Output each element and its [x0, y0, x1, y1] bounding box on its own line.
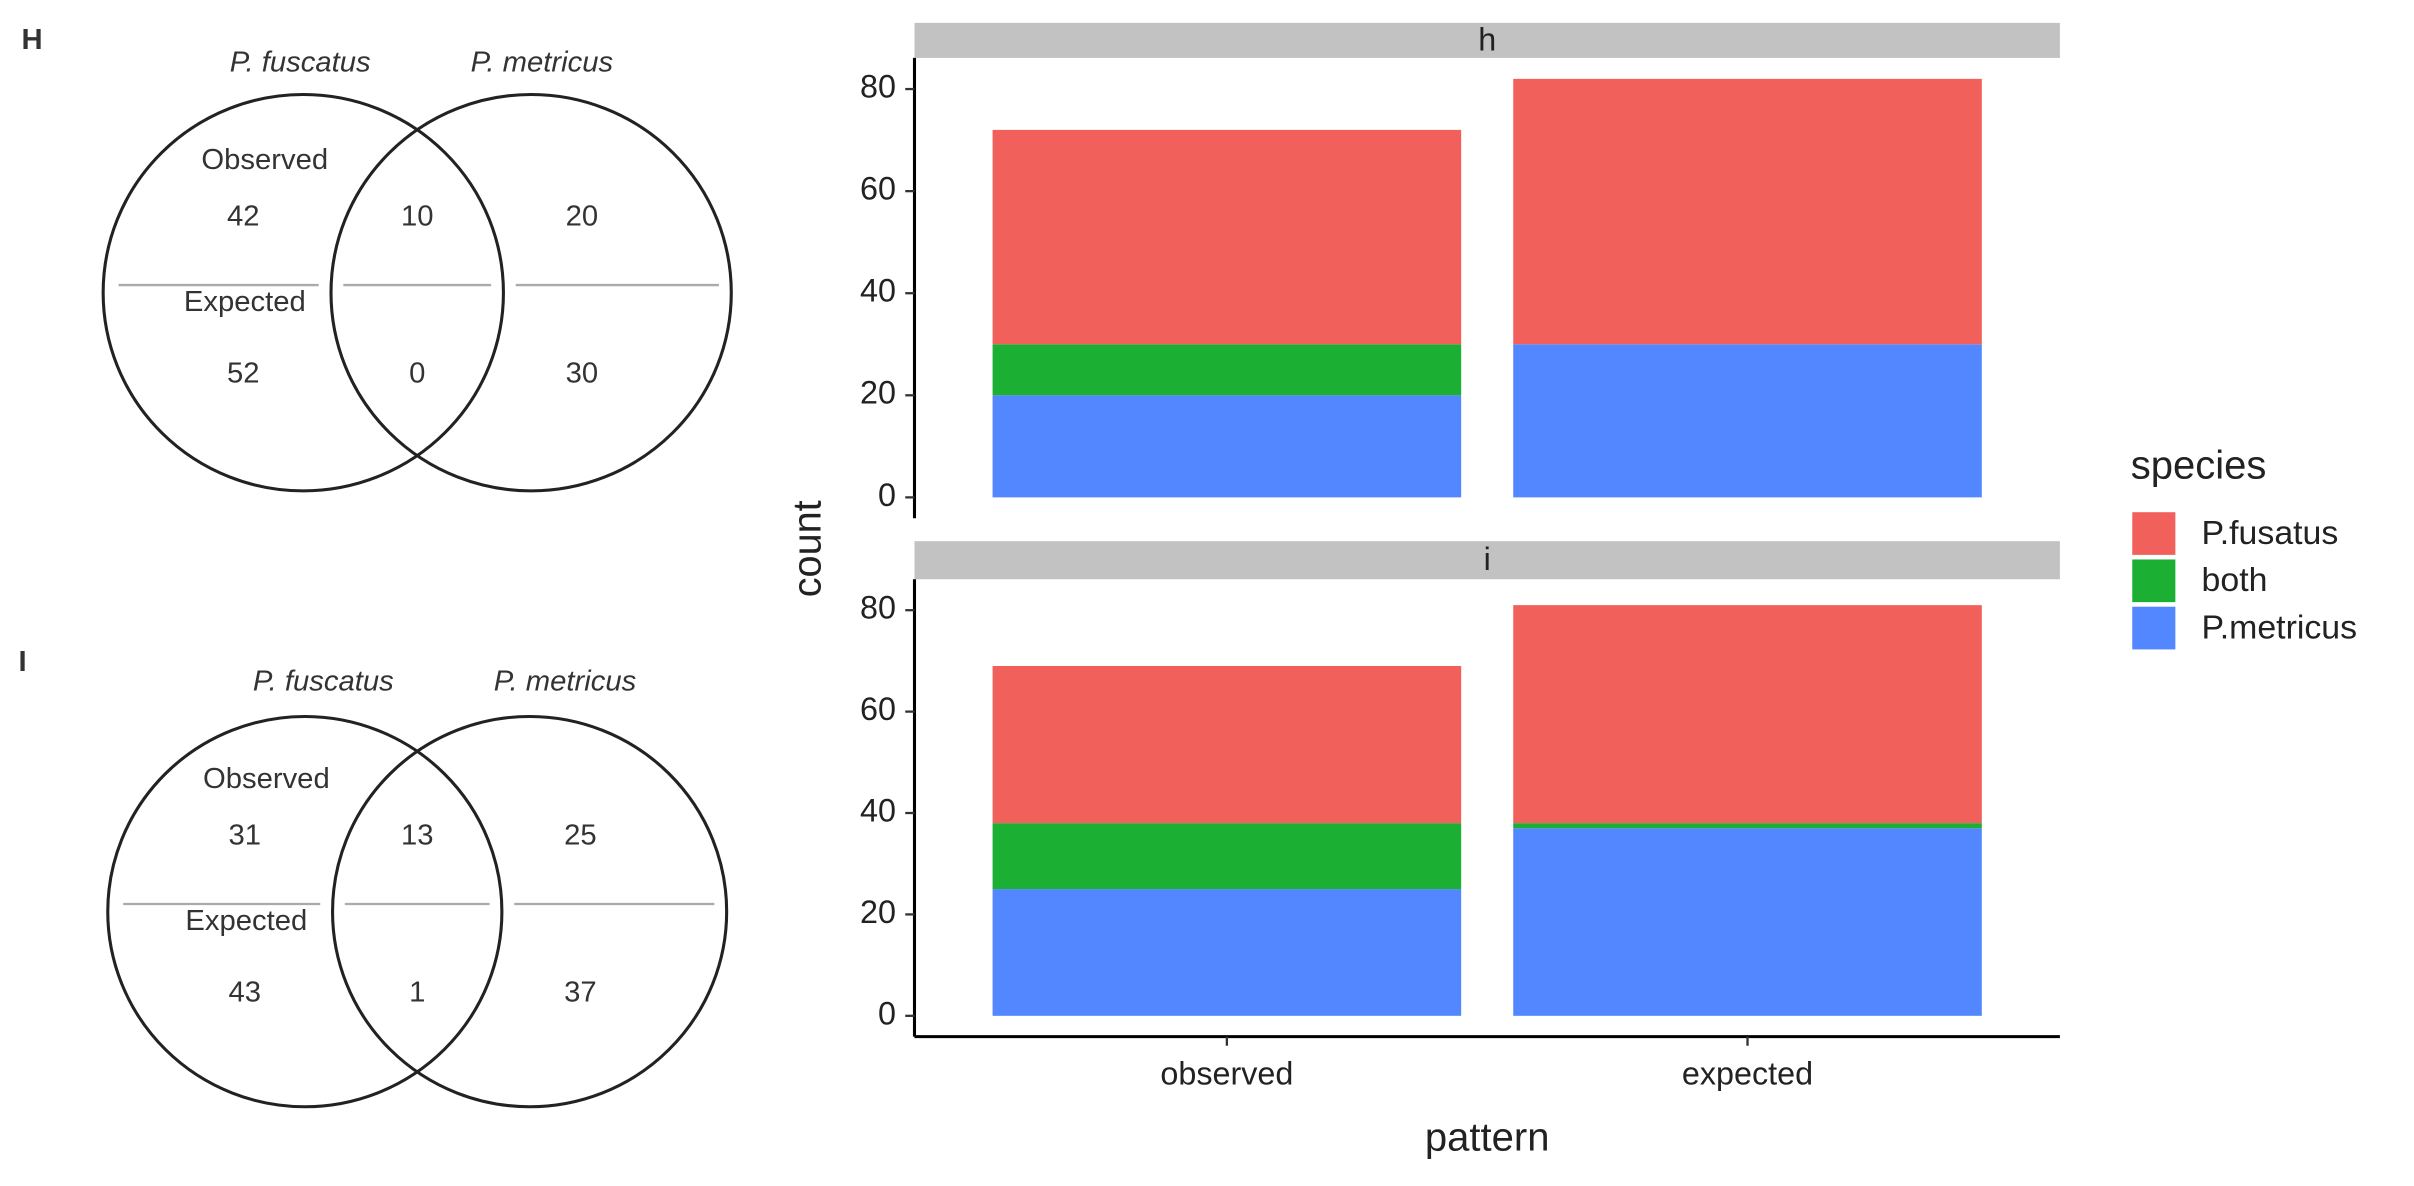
- facet-strip: [914, 541, 2060, 580]
- set-label: P. metricus: [471, 47, 613, 79]
- legend-key: [2132, 606, 2176, 650]
- bar-segment: [1513, 344, 1982, 498]
- y-tick-label: 20: [860, 375, 896, 411]
- y-tick-label: 60: [860, 691, 896, 727]
- set-label: P. fuscatus: [230, 47, 371, 79]
- y-tick-label: 40: [860, 793, 896, 829]
- bar-segment: [992, 665, 1462, 824]
- venn-count: 25: [564, 820, 597, 852]
- x-tick-label: observed: [1160, 1056, 1293, 1092]
- bar-segment: [992, 823, 1462, 890]
- venn-count: 30: [566, 358, 599, 390]
- venn-diagram: H P. fuscatus P. metricus Observed Expected 4…: [22, 24, 733, 493]
- venn-count: 43: [229, 977, 262, 1009]
- legend-key: [2132, 512, 2176, 555]
- y-tick-label: 0: [878, 995, 896, 1031]
- venn-circle: [329, 92, 733, 493]
- y-tick-label: 40: [860, 273, 896, 309]
- venn-count: 13: [401, 820, 434, 852]
- venn-diagram: I P. fuscatus P. metricus Observed Expected 3…: [18, 646, 729, 1109]
- venn-circle: [331, 714, 729, 1109]
- venn-count: 1: [409, 977, 425, 1009]
- legend-title: species: [2131, 444, 2267, 488]
- legend-label: P.metricus: [2202, 609, 2358, 647]
- panel-label: H: [22, 24, 43, 56]
- bar-segment: [1513, 828, 1982, 1016]
- x-tick-label: expected: [1682, 1056, 1813, 1092]
- bar-segment: [1513, 823, 1982, 829]
- legend-key: [2132, 559, 2176, 603]
- row-label: Expected: [184, 286, 306, 318]
- row-label: Expected: [185, 905, 307, 937]
- venn-count: 42: [227, 201, 260, 233]
- bar-segment: [992, 889, 1462, 1016]
- y-tick-label: 80: [860, 69, 896, 105]
- x-axis-title: pattern: [1425, 1116, 1550, 1160]
- set-label: P. fuscatus: [253, 666, 394, 698]
- venn-count: 31: [229, 820, 262, 852]
- y-tick-label: 60: [860, 171, 896, 207]
- y-tick-label: 80: [860, 590, 896, 626]
- y-axis-title: count: [785, 500, 829, 597]
- venn-count: 20: [566, 201, 599, 233]
- set-label: P. metricus: [494, 666, 636, 698]
- facet-title: h: [1478, 22, 1496, 58]
- facet-strip: [914, 22, 2060, 58]
- row-label: Observed: [203, 763, 330, 795]
- bar-segment: [1513, 605, 1982, 824]
- facet-title: i: [1484, 541, 1491, 577]
- venn-circle: [101, 92, 505, 493]
- legend-label: both: [2202, 561, 2268, 599]
- venn-count: 52: [227, 358, 260, 390]
- bar-segment: [992, 395, 1462, 498]
- venn-circle: [106, 714, 504, 1109]
- y-tick-label: 0: [878, 477, 896, 513]
- legend-label: P.fusatus: [2202, 514, 2339, 552]
- bar-segment: [992, 129, 1462, 345]
- venn-count: 37: [564, 977, 597, 1009]
- venn-count: 0: [409, 358, 425, 390]
- y-tick-label: 20: [860, 894, 896, 930]
- bar-segment: [992, 344, 1462, 396]
- row-label: Observed: [201, 144, 328, 176]
- venn-count: 10: [401, 201, 434, 233]
- bar-segment: [1513, 78, 1982, 345]
- panel-label: I: [18, 646, 26, 678]
